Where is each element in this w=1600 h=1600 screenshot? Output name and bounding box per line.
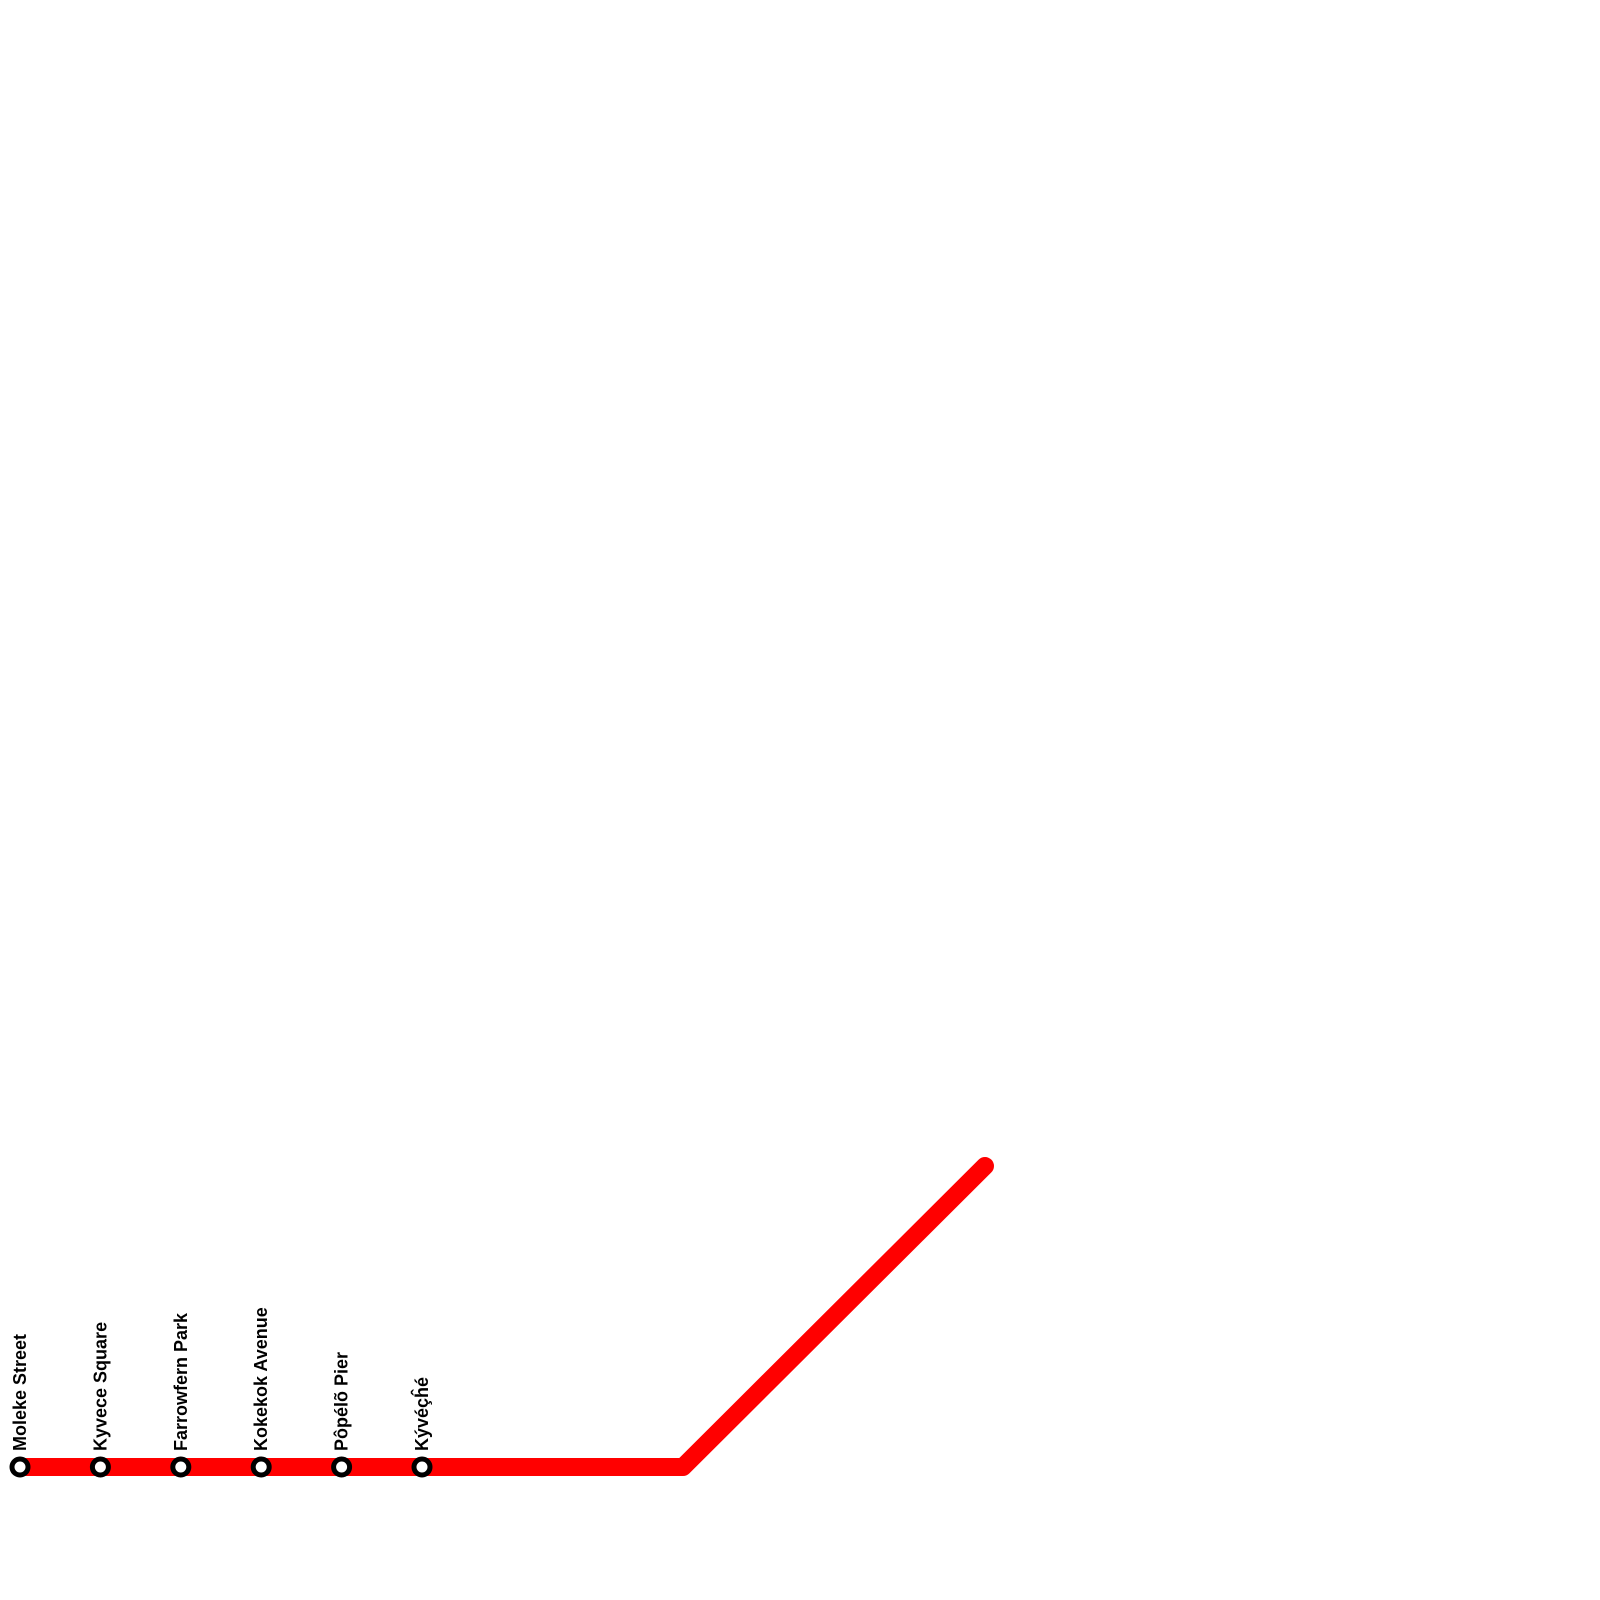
station-marker bbox=[170, 1456, 192, 1478]
station-marker bbox=[331, 1456, 353, 1478]
metro-line bbox=[11, 1157, 994, 1476]
station-marker bbox=[411, 1456, 433, 1478]
station-label: Kyvece Square bbox=[90, 1322, 110, 1451]
station-label: Farrowfern Park bbox=[171, 1312, 191, 1451]
station-label: Moleke Street bbox=[10, 1334, 30, 1451]
station-marker bbox=[89, 1456, 111, 1478]
station-marker bbox=[9, 1456, 31, 1478]
station-label: Kokekok Avenue bbox=[251, 1307, 271, 1451]
station-marker bbox=[250, 1456, 272, 1478]
stations: Moleke Street Kyvece Square Farrowfern Par… bbox=[9, 1307, 433, 1478]
station-label: Kývéçĥé bbox=[410, 1377, 432, 1451]
station-label: Pôpélõ Pier bbox=[332, 1352, 352, 1451]
